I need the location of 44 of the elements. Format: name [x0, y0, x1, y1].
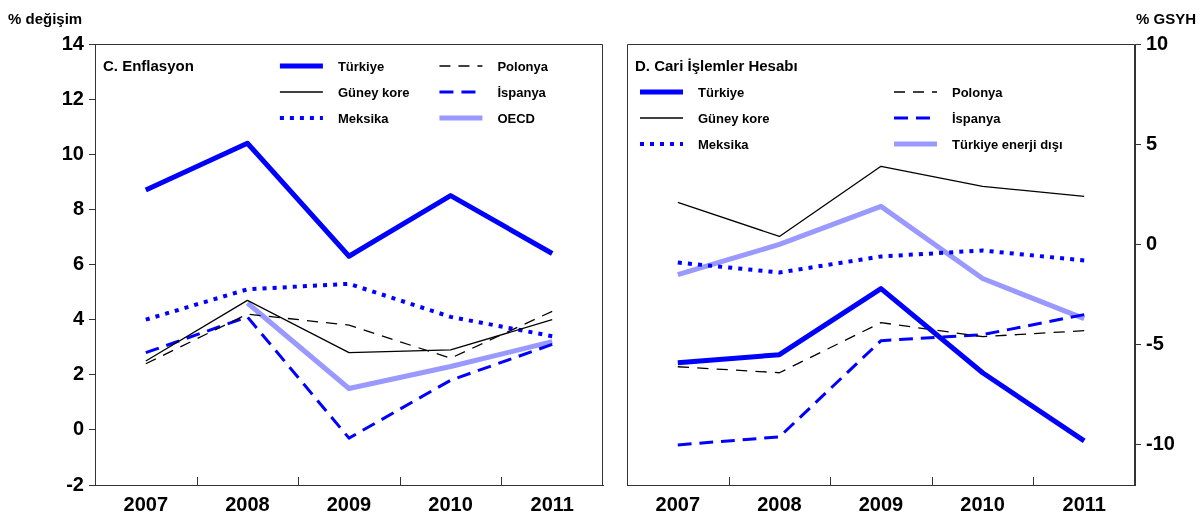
- y-tick-label: 6: [72, 252, 84, 275]
- y-tick-label: 14: [61, 31, 85, 54]
- legend-label: İspanya: [497, 84, 547, 100]
- line-series: [143, 281, 555, 339]
- y2-tick-label: 5: [1146, 131, 1158, 154]
- y2-tick-label: -5: [1146, 332, 1164, 355]
- legend-label: Türkiye: [698, 84, 745, 100]
- y-tick-label: 2: [72, 362, 84, 385]
- y-tick-label: 10: [61, 141, 84, 164]
- y2-tick-label: 0: [1146, 231, 1158, 254]
- legend-label: Türkiye: [337, 58, 385, 74]
- y-tick-label: 4: [72, 307, 85, 330]
- legend-label: Meksika: [337, 110, 390, 126]
- x-tick-label: 2009: [326, 492, 372, 515]
- legend-label: Güney kore: [337, 84, 410, 100]
- y-tick-label: -2: [66, 472, 84, 495]
- legend-label: Güney kore: [698, 110, 770, 126]
- x-tick-label: 2008: [225, 492, 270, 515]
- x-tick-label: 2011: [530, 492, 574, 515]
- line-series: [675, 248, 1087, 275]
- x-tick-label: 2007: [123, 492, 169, 515]
- y-tick-label: 12: [61, 86, 84, 109]
- legend-label: Polonya: [952, 84, 1004, 100]
- text: D. Cari İşlemler Hesabı: [635, 57, 798, 75]
- x-tick-label: 2011: [1062, 492, 1106, 515]
- x-tick-label: 2008: [757, 492, 802, 515]
- x-tick-label: 2007: [655, 492, 701, 515]
- y2-axis-title: % GSYH: [1135, 10, 1196, 28]
- y-tick-label: 8: [72, 196, 84, 219]
- line-series: [144, 315, 554, 440]
- y-axis-title: % değişim: [8, 10, 83, 28]
- y-tick-label: 0: [72, 417, 84, 440]
- legend-label: Türkiye enerji dışı: [952, 136, 1063, 152]
- line-series: [677, 321, 1085, 374]
- y2-tick-label: 10: [1146, 31, 1169, 54]
- x-tick-label: 2010: [960, 492, 1005, 515]
- legend-label: İspanya: [952, 110, 1002, 126]
- legend-label: Polonya: [497, 58, 549, 74]
- text: C. Enflasyon: [103, 57, 194, 75]
- x-tick-label: 2010: [428, 492, 473, 515]
- x-tick-label: 2009: [858, 492, 904, 515]
- legend-label: OECD: [497, 110, 535, 126]
- y2-tick-label: -10: [1146, 432, 1175, 455]
- legend-label: Meksika: [698, 136, 750, 152]
